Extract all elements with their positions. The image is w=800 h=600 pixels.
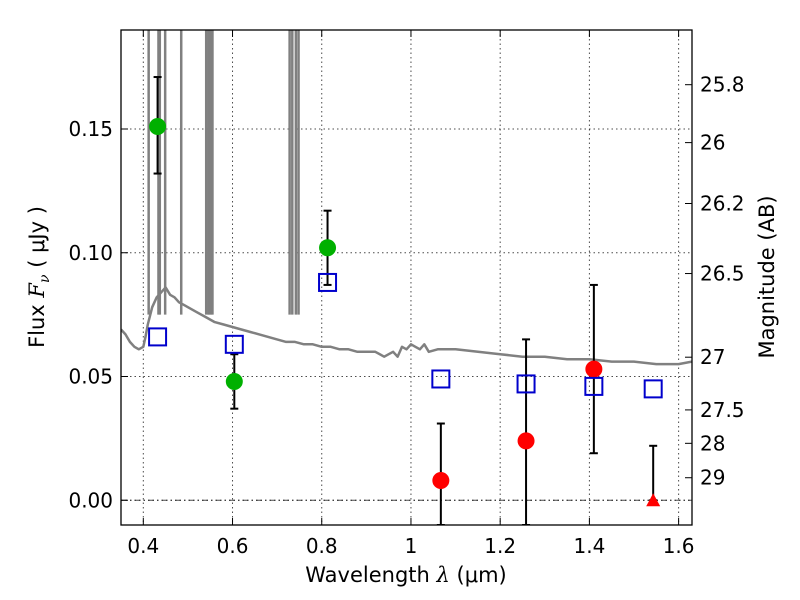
y2-tick-label: 27.5 <box>700 398 745 422</box>
x-tick-label: 1.6 <box>663 534 695 558</box>
data-point <box>432 471 450 489</box>
model-photometry-box <box>643 379 663 399</box>
data-point <box>319 239 337 257</box>
x-tick-label: 0.8 <box>306 534 338 558</box>
y2-axis-label: Magnitude (AB) <box>755 195 779 358</box>
data-point <box>149 118 167 136</box>
x-tick-label: 1.2 <box>484 534 516 558</box>
x-tick-label: 1 <box>405 534 418 558</box>
model-spectrum-line <box>121 286 692 366</box>
x-tick-label: 1.4 <box>573 534 605 558</box>
plot-area <box>121 30 692 525</box>
y2-tick-label: 25.8 <box>700 73 745 97</box>
y-tick-label: 0.00 <box>68 488 113 512</box>
upper-limit-point <box>646 493 661 507</box>
plot-background <box>121 30 692 525</box>
y2-tick-label: 27 <box>700 345 725 369</box>
x-tick-label: 0.4 <box>127 534 159 558</box>
model-photometry-box <box>148 327 168 347</box>
y2-tick-label: 26.2 <box>700 191 745 215</box>
model-photometry-box <box>431 369 451 389</box>
model-photometry-box <box>516 374 536 394</box>
y-tick-label: 0.10 <box>68 241 113 265</box>
y-axis-label: Flux Fν ( μJy ) <box>25 206 53 348</box>
model-photometry-box <box>584 376 604 396</box>
x-tick-label: 0.6 <box>217 534 249 558</box>
y2-tick-label: 29 <box>700 466 725 490</box>
tick-layer: 0.4 0.6 0.8 1 1.2 1.4 1.6 0.00 0.05 0.10 0.15 25.8 2… <box>68 30 745 558</box>
y-tick-label: 0.05 <box>68 365 113 389</box>
plot-frame <box>120 29 693 526</box>
y2-tick-label: 26.5 <box>700 262 745 286</box>
model-photometry-box <box>224 334 244 354</box>
data-point <box>585 360 603 378</box>
data-point <box>517 432 535 450</box>
y-tick-label: 0.15 <box>68 117 113 141</box>
y2-tick-label: 26 <box>700 131 725 155</box>
x-axis-label: Wavelength λ (μm) <box>305 563 506 587</box>
series-layer <box>121 30 692 525</box>
data-point <box>225 372 243 390</box>
model-photometry-box <box>318 272 338 292</box>
y2-tick-label: 28 <box>700 431 725 455</box>
